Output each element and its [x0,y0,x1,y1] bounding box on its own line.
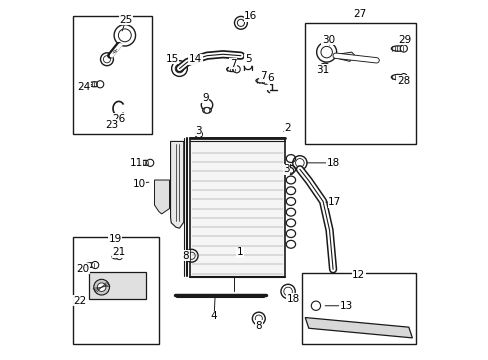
Circle shape [400,45,407,52]
Text: 24: 24 [77,82,90,92]
Bar [301,273,415,344]
Text: 23: 23 [105,120,118,130]
Circle shape [233,66,240,73]
Ellipse shape [112,255,120,259]
Circle shape [203,108,209,113]
Ellipse shape [285,219,295,227]
Polygon shape [305,318,411,338]
Ellipse shape [255,78,267,83]
Ellipse shape [390,75,404,80]
Ellipse shape [285,240,295,248]
Ellipse shape [85,263,96,267]
Bar [305,23,415,144]
Bar [190,138,285,277]
Text: 6: 6 [267,73,274,83]
Text: 28: 28 [396,76,409,86]
Circle shape [97,283,106,292]
Ellipse shape [390,46,404,51]
Text: 25: 25 [119,15,132,25]
Ellipse shape [226,67,238,72]
Ellipse shape [285,208,295,216]
Circle shape [320,46,332,58]
Ellipse shape [285,187,295,195]
Circle shape [118,29,131,42]
Polygon shape [337,52,354,62]
Circle shape [295,158,304,167]
Text: 18: 18 [286,294,299,303]
Circle shape [91,261,99,269]
Text: 18: 18 [326,158,339,168]
Text: 9: 9 [202,93,208,103]
Circle shape [97,81,103,88]
Text: 20: 20 [76,264,89,274]
Text: 21: 21 [112,247,125,257]
Text: 13: 13 [339,301,352,311]
Text: 7: 7 [259,71,266,81]
Circle shape [101,53,113,66]
Circle shape [400,73,407,81]
Text: 26: 26 [112,113,125,123]
Circle shape [237,19,244,26]
Circle shape [283,287,292,296]
Text: 17: 17 [327,197,341,207]
Bar [89,272,146,298]
Circle shape [201,99,212,111]
Text: 10: 10 [132,179,145,189]
Text: 31: 31 [316,65,329,75]
Ellipse shape [203,108,211,113]
Circle shape [94,279,109,295]
Text: 15: 15 [165,54,179,64]
Text: 14: 14 [188,54,202,64]
Text: 12: 12 [351,270,365,280]
Text: 8: 8 [182,251,189,261]
Circle shape [114,24,135,46]
Text: 4: 4 [210,311,217,321]
Text: 3: 3 [283,164,289,174]
Circle shape [262,77,269,84]
Ellipse shape [285,230,295,238]
Text: 27: 27 [352,9,366,19]
Polygon shape [154,180,169,214]
Text: 30: 30 [321,35,334,45]
Polygon shape [170,141,183,228]
Circle shape [146,159,153,166]
Bar [73,237,159,344]
Text: 7: 7 [229,59,236,69]
Circle shape [175,64,183,73]
Text: 11: 11 [129,158,142,168]
Ellipse shape [285,198,295,205]
Ellipse shape [285,155,295,162]
Text: 2: 2 [284,123,290,133]
Circle shape [103,56,110,63]
Circle shape [116,254,122,260]
Bar [73,16,151,134]
Text: 29: 29 [398,35,411,45]
Ellipse shape [89,82,100,87]
Ellipse shape [139,160,151,165]
Text: 5: 5 [244,54,251,64]
Text: 1: 1 [236,247,243,257]
Text: 16: 16 [244,12,257,21]
Text: 3: 3 [194,126,201,136]
Text: 19: 19 [108,234,122,244]
Text: 22: 22 [73,296,86,306]
Text: 8: 8 [255,321,262,331]
Ellipse shape [285,165,295,173]
Ellipse shape [285,176,295,184]
